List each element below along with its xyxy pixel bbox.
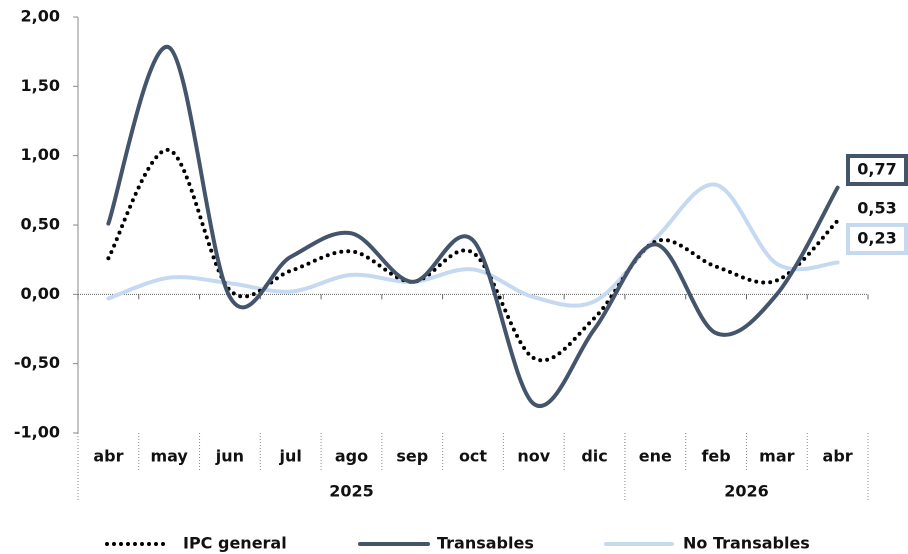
x-tick-label: ene: [639, 447, 672, 466]
y-tick-label: 0,50: [21, 215, 60, 234]
x-tick-label: mar: [759, 447, 794, 466]
value-label: 0,53: [857, 199, 896, 218]
y-tick-label: 1,50: [21, 76, 60, 95]
x-tick-label: jun: [215, 447, 244, 466]
y-tick-label: 2,00: [21, 7, 60, 26]
y-tick-label: -1,00: [14, 423, 60, 442]
x-tick-label: ago: [335, 447, 368, 466]
y-tick-label: 0,00: [21, 284, 60, 303]
x-tick-label: nov: [517, 447, 550, 466]
value-label: 0,23: [857, 229, 896, 248]
line: [106, 45, 840, 409]
group-label: 2026: [724, 482, 769, 501]
x-tick-label: abr: [823, 447, 853, 466]
legend-label: IPC general: [183, 534, 287, 553]
y-tick-label: -0,50: [14, 353, 60, 372]
value-label: 0,77: [857, 160, 896, 179]
value-label-box: [846, 154, 908, 186]
x-tick-label: abr: [93, 447, 123, 466]
line: [106, 148, 840, 363]
x-tick-label: feb: [701, 447, 730, 466]
legend-label: Transables: [437, 534, 534, 553]
x-tick-label: sep: [396, 447, 428, 466]
value-label-box: [846, 223, 908, 255]
x-tick-label: oct: [459, 447, 487, 466]
legend-label: No Transables: [683, 534, 810, 553]
y-tick-label: 1,00: [21, 145, 60, 164]
line: [106, 182, 840, 308]
x-tick-label: jul: [279, 447, 302, 466]
x-tick-label: may: [150, 447, 188, 466]
group-label: 2025: [329, 482, 374, 501]
x-tick-label: dic: [581, 447, 607, 466]
